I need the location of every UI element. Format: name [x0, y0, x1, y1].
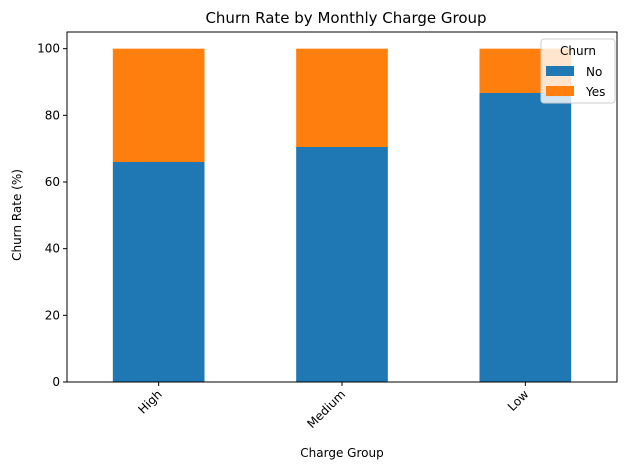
- legend-label-yes: Yes: [585, 85, 605, 99]
- y-tick-label: 40: [45, 242, 60, 256]
- y-tick-label: 0: [52, 375, 60, 389]
- y-tick-label: 100: [37, 42, 60, 56]
- chart-title: Churn Rate by Monthly Charge Group: [205, 9, 486, 27]
- x-tick-label: Medium: [304, 387, 348, 431]
- legend: Churn No Yes: [540, 38, 616, 104]
- legend-title: Churn: [560, 44, 596, 58]
- x-tick-label: Low: [505, 387, 532, 414]
- bar-medium-yes: [296, 48, 388, 147]
- legend-swatch-yes: [546, 86, 574, 96]
- x-axis-label: Charge Group: [300, 446, 383, 460]
- plot-area: 0 20 40 60 80 100 High Medium Low: [37, 31, 618, 431]
- y-axis: 0 20 40 60 80 100: [37, 42, 67, 389]
- bars: [112, 48, 572, 382]
- bar-high-no: [112, 162, 205, 382]
- y-tick-label: 60: [45, 175, 60, 189]
- y-tick-label: 20: [45, 308, 60, 322]
- legend-label-no: No: [586, 65, 602, 79]
- bar-medium-no: [296, 147, 388, 382]
- y-axis-label: Churn Rate (%): [10, 169, 24, 261]
- plot-frame: [66, 31, 618, 383]
- x-axis: High Medium Low: [135, 382, 532, 431]
- x-tick-label: High: [135, 387, 164, 416]
- bar-low-no: [479, 93, 572, 382]
- y-tick-label: 80: [45, 108, 60, 122]
- bar-high-yes: [112, 48, 205, 162]
- legend-swatch-no: [546, 66, 574, 76]
